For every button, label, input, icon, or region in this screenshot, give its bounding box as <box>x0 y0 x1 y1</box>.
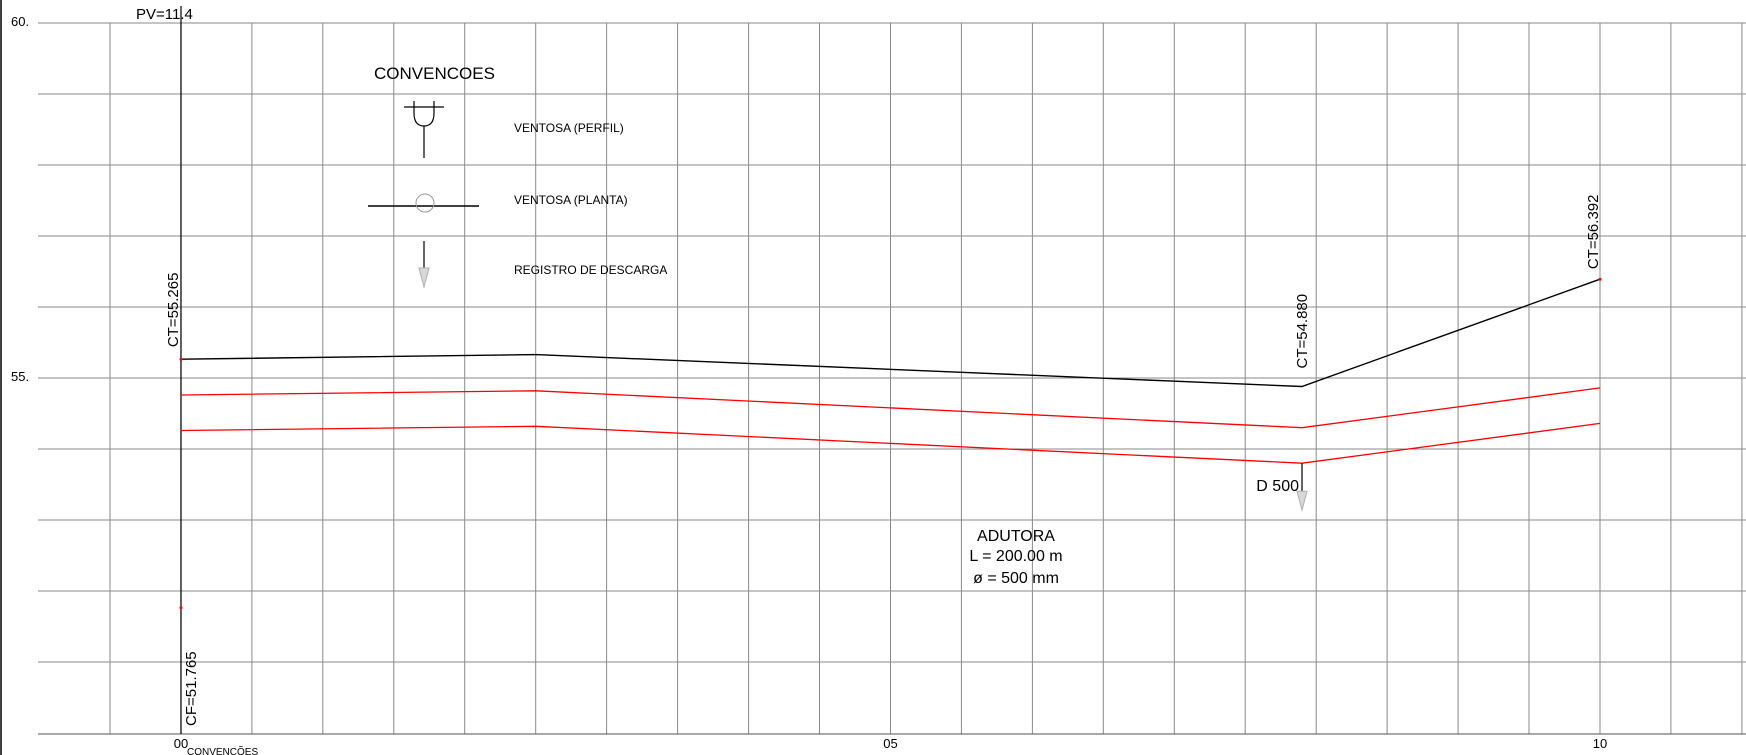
pipe-note-title: ADUTORA <box>977 528 1055 545</box>
ground-profile-line <box>180 278 1601 388</box>
legend-label-registro-descarga: REGISTRO DE DESCARGA <box>514 263 667 277</box>
elevation-label-ct-56392: CT=56.392 <box>1585 195 1602 270</box>
discharge-label: D 500 <box>1256 478 1299 495</box>
legend-title: CONVENCOES <box>374 64 495 83</box>
x-tick-convencoes-label: CONVENÇÕES <box>187 745 258 755</box>
profile-vertex <box>179 357 183 361</box>
x-tick-label-05: 05 <box>883 736 897 751</box>
pipe-note-diameter: ø = 500 mm <box>973 570 1059 587</box>
legend-label-ventosa-perfil: VENTOSA (PERFIL) <box>514 121 624 135</box>
ventosa-planta-icon <box>368 193 479 213</box>
elevation-label-ct-55265: CT=55.265 <box>165 273 182 348</box>
x-tick-label-00: 00 <box>174 736 188 751</box>
elevation-label-ct-54880: CT=54.880 <box>1294 294 1311 369</box>
y-tick-label-60: 60. <box>11 14 29 29</box>
profile-vertex <box>179 606 183 610</box>
registro-descarga-icon <box>418 241 430 289</box>
elevation-label-cf-51765: CF=51.765 <box>183 651 200 726</box>
pipe-top-line <box>180 387 1601 429</box>
pipe-note-length: L = 200.00 m <box>969 548 1062 565</box>
x-tick-label-10: 10 <box>1593 736 1607 751</box>
profile-vertices <box>179 277 1602 610</box>
y-tick-label-55: 55. <box>11 369 29 384</box>
pv-label: PV=11.4 <box>136 6 193 23</box>
legend: CONVENCOES VENTOSA (PERFIL) VENTOSA (PLA… <box>368 64 667 289</box>
discharge-register-icon <box>1296 463 1308 513</box>
ventosa-perfil-icon <box>404 101 444 158</box>
grid <box>38 22 1746 735</box>
discharge-arrow <box>1296 490 1308 513</box>
legend-label-ventosa-planta: VENTOSA (PLANTA) <box>514 193 628 207</box>
profile-vertex <box>1598 277 1602 281</box>
pipe-bottom-line <box>180 422 1601 464</box>
